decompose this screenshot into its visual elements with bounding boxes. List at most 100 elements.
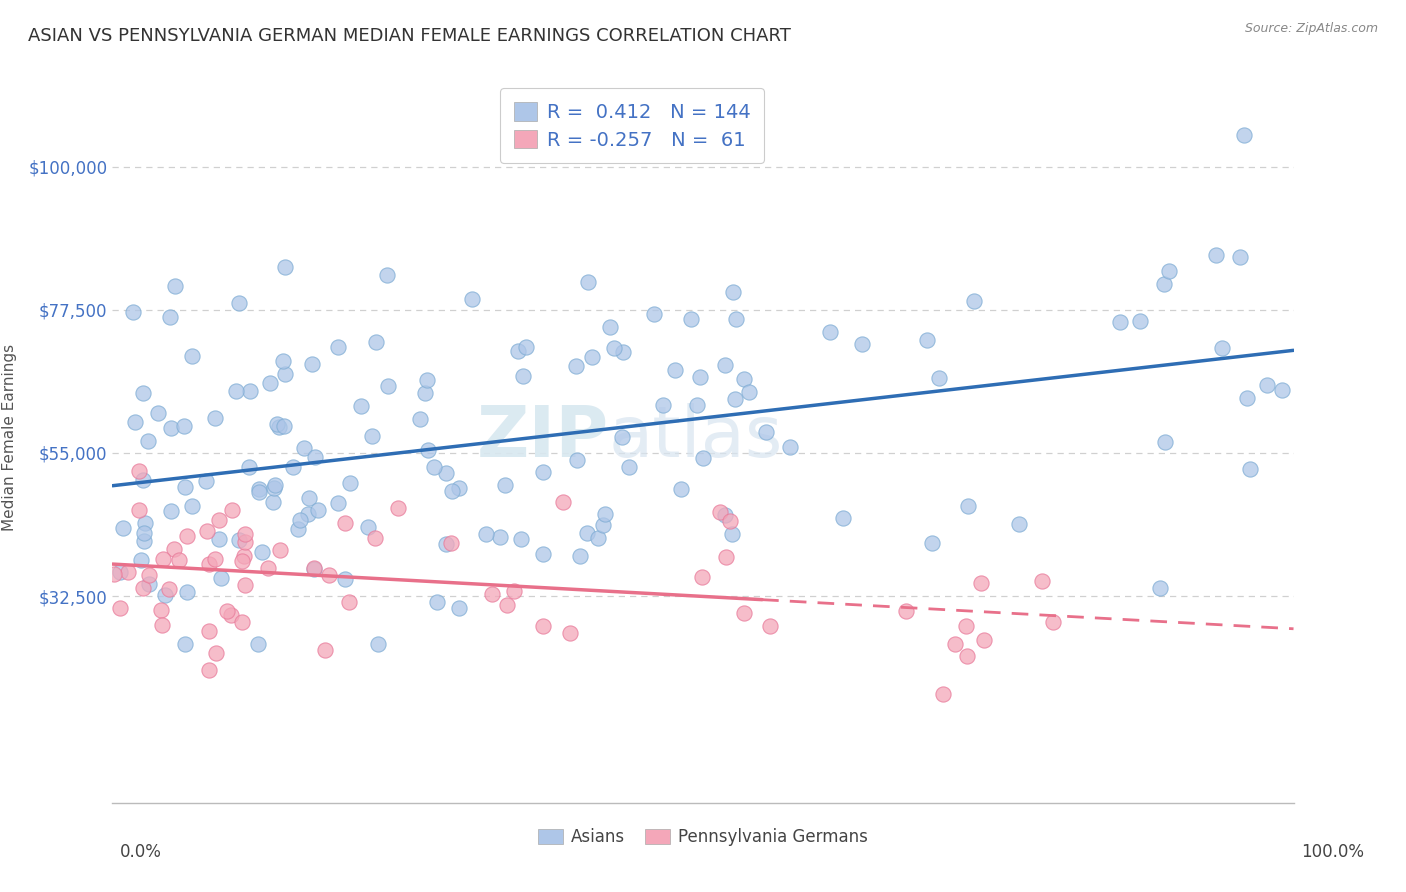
- Point: [915, 333, 938, 347]
- Point: [266, 417, 288, 431]
- Point: [377, 379, 399, 393]
- Point: [1270, 384, 1292, 398]
- Point: [103, 566, 125, 581]
- Point: [318, 567, 340, 582]
- Point: [721, 526, 744, 541]
- Point: [149, 603, 172, 617]
- Point: [204, 410, 226, 425]
- Point: [1159, 264, 1181, 278]
- Point: [531, 465, 554, 479]
- Point: [146, 406, 169, 420]
- Text: atlas: atlas: [609, 402, 783, 472]
- Point: [664, 362, 686, 376]
- Point: [281, 460, 304, 475]
- Point: [262, 495, 284, 509]
- Point: [302, 562, 325, 576]
- Point: [576, 275, 599, 289]
- Point: [204, 552, 226, 566]
- Point: [174, 637, 197, 651]
- Point: [434, 536, 457, 550]
- Point: [176, 529, 198, 543]
- Point: [957, 499, 980, 513]
- Point: [271, 354, 294, 368]
- Point: [508, 344, 530, 359]
- Point: [387, 501, 409, 516]
- Point: [290, 513, 312, 527]
- Point: [1256, 377, 1278, 392]
- Point: [714, 358, 737, 372]
- Point: [434, 466, 457, 480]
- Point: [159, 310, 181, 325]
- Point: [1211, 341, 1233, 355]
- Point: [128, 464, 150, 478]
- Point: [233, 527, 256, 541]
- Point: [247, 484, 270, 499]
- Point: [364, 531, 387, 545]
- Point: [197, 558, 219, 572]
- Point: [250, 545, 273, 559]
- Point: [302, 561, 325, 575]
- Point: [569, 549, 592, 563]
- Point: [689, 369, 711, 384]
- Point: [818, 326, 841, 340]
- Point: [239, 384, 262, 398]
- Point: [360, 429, 382, 443]
- Point: [333, 516, 356, 530]
- Point: [297, 507, 319, 521]
- Point: [292, 441, 315, 455]
- Point: [238, 459, 260, 474]
- Point: [599, 319, 621, 334]
- Point: [163, 542, 186, 557]
- Point: [533, 548, 555, 562]
- Point: [416, 374, 439, 388]
- Point: [173, 480, 195, 494]
- Text: 100.0%: 100.0%: [1301, 843, 1364, 861]
- Point: [832, 511, 855, 525]
- Point: [129, 553, 152, 567]
- Point: [267, 419, 290, 434]
- Point: [581, 350, 603, 364]
- Point: [970, 576, 993, 591]
- Point: [619, 460, 641, 475]
- Point: [489, 530, 512, 544]
- Point: [1008, 517, 1031, 532]
- Point: [333, 572, 356, 586]
- Point: [117, 566, 139, 580]
- Point: [1042, 615, 1064, 630]
- Point: [733, 372, 755, 386]
- Point: [440, 536, 463, 550]
- Point: [515, 340, 537, 354]
- Point: [565, 453, 588, 467]
- Point: [138, 568, 160, 582]
- Point: [350, 399, 373, 413]
- Point: [339, 476, 361, 491]
- Point: [714, 508, 737, 522]
- Point: [314, 642, 336, 657]
- Point: [592, 518, 614, 533]
- Point: [228, 533, 250, 548]
- Point: [367, 637, 389, 651]
- Point: [198, 663, 221, 677]
- Point: [155, 588, 177, 602]
- Y-axis label: Median Female Earnings: Median Female Earnings: [3, 343, 17, 531]
- Point: [602, 341, 624, 355]
- Point: [257, 561, 280, 575]
- Point: [481, 587, 503, 601]
- Point: [724, 392, 747, 407]
- Point: [558, 626, 581, 640]
- Point: [612, 430, 634, 444]
- Point: [576, 526, 599, 541]
- Point: [716, 549, 738, 564]
- Point: [1149, 581, 1171, 595]
- Point: [932, 687, 955, 701]
- Point: [136, 434, 159, 448]
- Point: [121, 305, 143, 319]
- Point: [233, 534, 256, 549]
- Point: [503, 583, 526, 598]
- Point: [247, 482, 270, 496]
- Point: [461, 292, 484, 306]
- Point: [565, 359, 588, 373]
- Point: [232, 549, 254, 563]
- Point: [593, 507, 616, 521]
- Point: [779, 440, 801, 454]
